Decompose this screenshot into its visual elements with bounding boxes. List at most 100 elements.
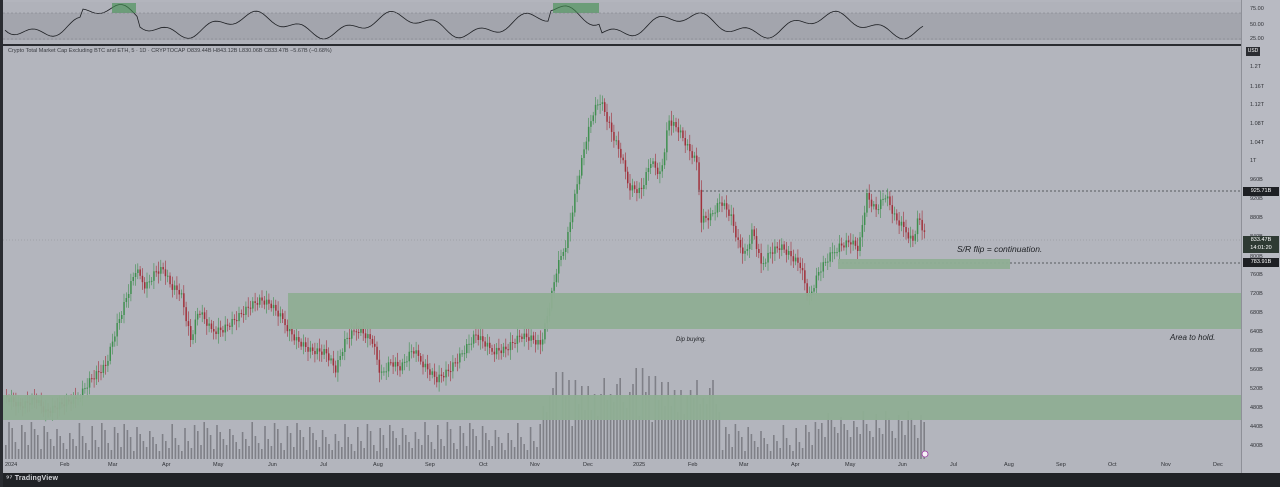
candle-body xyxy=(923,230,926,232)
volume-bar xyxy=(312,433,314,459)
candle-body xyxy=(650,164,652,168)
candle-body xyxy=(666,130,668,153)
x-tick-label: Oct xyxy=(1108,462,1117,468)
candle-body xyxy=(88,378,91,388)
candle-body xyxy=(410,351,413,353)
y-tick-label: 1.2T xyxy=(1250,64,1262,70)
y-tick-label: 1.12T xyxy=(1250,102,1265,108)
candle-body xyxy=(698,162,700,190)
volume-bar xyxy=(129,437,132,459)
volume-bar xyxy=(885,411,887,459)
candle-body xyxy=(693,155,696,158)
rsi-oscillator-pane[interactable] xyxy=(3,2,1241,44)
volume-bar xyxy=(651,422,653,459)
candle-body xyxy=(383,371,385,373)
candle-body xyxy=(171,284,174,290)
volume-bar xyxy=(331,450,333,459)
volume-bar xyxy=(446,422,449,459)
candle-body xyxy=(447,369,450,372)
x-tick-label: Dec xyxy=(1213,462,1223,468)
candle-body xyxy=(755,236,758,250)
candle-body xyxy=(613,131,615,141)
volume-bar xyxy=(145,447,148,459)
candle-body xyxy=(242,313,245,315)
candle-body xyxy=(91,378,93,380)
candle-body xyxy=(597,104,599,106)
candle-body xyxy=(737,237,739,240)
candle-body xyxy=(817,271,820,276)
y-tick-label: 1.16T xyxy=(1250,84,1265,90)
volume-bar xyxy=(718,412,721,459)
candle-body xyxy=(141,275,144,283)
volume-bar xyxy=(869,431,871,459)
candle-body xyxy=(275,304,277,311)
volume-bar xyxy=(523,444,525,459)
volume-bar xyxy=(878,428,881,459)
candle-body xyxy=(415,350,417,354)
candle-body xyxy=(325,348,328,354)
volume-bar xyxy=(232,435,234,459)
candle-body xyxy=(873,204,875,207)
y-tick-label: 680B xyxy=(1250,310,1263,316)
volume-bar xyxy=(779,448,781,459)
candle-body xyxy=(125,298,128,302)
candle-body xyxy=(656,167,659,175)
volume-bar xyxy=(683,414,685,459)
volume-bar xyxy=(33,429,36,459)
candle-body xyxy=(459,353,461,363)
volume-bar xyxy=(469,423,471,459)
volume-bar xyxy=(747,427,749,459)
volume-bar xyxy=(731,447,733,459)
tradingview-logo[interactable]: ⁹⁷ TradingView xyxy=(6,475,58,482)
pane-separator[interactable] xyxy=(3,44,1241,46)
volume-bar xyxy=(328,444,330,459)
volume-bar xyxy=(344,424,346,459)
y-tick-label: 880B xyxy=(1250,215,1263,221)
candle-body xyxy=(725,203,728,210)
candle-body xyxy=(880,199,882,210)
y-tick-label: 920B xyxy=(1250,196,1263,202)
volume-bar xyxy=(165,441,167,459)
candle-body xyxy=(502,346,505,354)
x-tick-label: Aug xyxy=(1004,462,1014,468)
volume-bar xyxy=(27,445,29,459)
candle-body xyxy=(886,196,889,199)
volume-bar xyxy=(910,418,913,459)
volume-bar xyxy=(197,431,199,459)
currency-label[interactable]: USD xyxy=(1246,47,1260,56)
volume-bar xyxy=(529,427,532,459)
volume-bar xyxy=(478,450,481,459)
candle-body xyxy=(661,165,663,172)
candle-body xyxy=(376,346,378,360)
candle-body xyxy=(801,268,804,271)
candle-body xyxy=(845,240,847,248)
volume-bar xyxy=(705,404,708,459)
volume-bar xyxy=(846,430,849,459)
volume-bar xyxy=(171,424,173,459)
candle-body xyxy=(905,227,907,233)
volume-bar xyxy=(91,426,93,459)
candle-body xyxy=(351,330,353,339)
candle-body xyxy=(369,334,371,339)
volume-bar xyxy=(811,445,813,459)
candle-body xyxy=(769,252,772,254)
candle-body xyxy=(541,339,544,345)
candle-body xyxy=(622,157,624,161)
candle-body xyxy=(838,243,841,253)
volume-bar xyxy=(459,426,461,459)
volume-bar xyxy=(728,434,730,459)
candle-body xyxy=(576,184,578,194)
volume-bar xyxy=(168,448,170,459)
y-tick-label: 480B xyxy=(1250,405,1263,411)
candle-body xyxy=(799,262,801,268)
volume-bar xyxy=(411,448,413,459)
y-tick-label: 400B xyxy=(1250,443,1263,449)
volume-bar xyxy=(833,427,836,459)
candle-body xyxy=(824,261,827,263)
volume-bar xyxy=(158,451,161,459)
time-axis[interactable] xyxy=(3,459,1241,473)
volume-bar xyxy=(814,422,817,459)
candle-body xyxy=(360,328,362,333)
candle-body xyxy=(134,273,137,277)
